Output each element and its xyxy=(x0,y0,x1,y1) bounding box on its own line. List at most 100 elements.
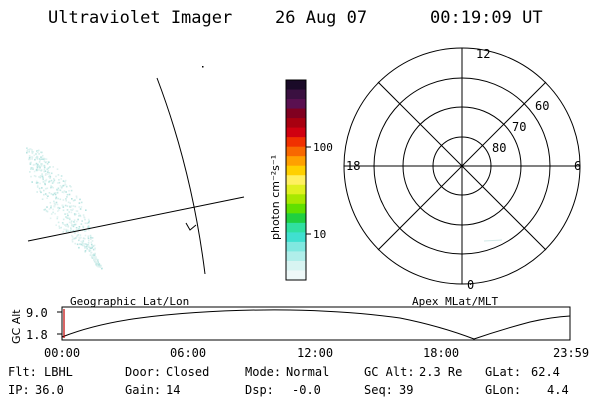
aurora-pixel xyxy=(55,175,57,178)
aurora-pixel xyxy=(44,208,47,211)
aurora-pixel xyxy=(45,173,47,175)
aurora-pixel xyxy=(55,196,58,199)
status-value-glat: 62.4 xyxy=(531,365,560,379)
aurora-pixel xyxy=(28,157,31,159)
status-key-gc-alt: GC Alt: xyxy=(364,365,415,379)
aurora-pixel xyxy=(43,165,46,167)
aurora-pixel xyxy=(67,225,69,227)
aurora-pixel xyxy=(69,206,71,208)
aurora-pixel xyxy=(29,148,32,150)
aurora-pixel xyxy=(45,178,48,181)
status-value-glon: 4.4 xyxy=(547,383,569,397)
aurora-pixel xyxy=(82,214,85,216)
aurora-pixel xyxy=(80,240,82,243)
aurora-pixel xyxy=(42,177,44,179)
aurora-pixel xyxy=(76,243,79,246)
aurora-pixel xyxy=(92,248,95,251)
aurora-pixel xyxy=(52,166,54,168)
aurora-pixel xyxy=(33,175,36,177)
aurora-pixel xyxy=(49,177,51,179)
aurora-pixel xyxy=(67,201,70,204)
aurora-pixel xyxy=(70,205,73,207)
aurora-pixel xyxy=(36,181,39,184)
aurora-pixel xyxy=(41,187,43,189)
aurora-pixel xyxy=(70,228,72,230)
mlt-label-6: 6 xyxy=(574,159,581,173)
aurora-pixel xyxy=(35,180,38,183)
aurora-pixel xyxy=(92,245,95,247)
aurora-pixel xyxy=(61,222,64,224)
aurora-pixel xyxy=(89,234,92,237)
aurora-pixel xyxy=(44,193,47,195)
observation-time: 00:19:09 UT xyxy=(430,8,543,28)
aurora-pixel xyxy=(55,196,58,198)
colorbar-cell xyxy=(286,146,306,157)
aurora-pixel xyxy=(30,168,32,170)
aurora-pixel xyxy=(57,221,60,224)
colorbar-frame xyxy=(285,79,307,281)
aurora-pixel xyxy=(66,212,69,215)
aurora-pixel xyxy=(83,216,86,219)
aurora-pixel xyxy=(32,167,34,170)
aurora-pixel xyxy=(94,256,96,258)
aurora-pixel xyxy=(46,197,48,199)
aurora-pixel xyxy=(44,183,46,186)
status-key-dsp: Dsp: xyxy=(245,383,274,397)
aurora-pixel xyxy=(93,253,95,255)
aurora-pixel xyxy=(43,168,46,171)
aurora-pixel xyxy=(58,209,60,211)
colorbar-cell xyxy=(286,194,306,205)
aurora-pixel xyxy=(62,231,65,233)
aurora-pixel xyxy=(48,192,51,194)
aurora-pixel xyxy=(57,174,60,176)
aurora-pixel xyxy=(88,220,90,222)
aurora-pixel xyxy=(57,207,59,209)
aurora-pixel xyxy=(33,154,36,157)
aurora-pixel xyxy=(69,202,71,204)
aurora-pixel xyxy=(29,163,32,165)
aurora-pixel xyxy=(71,234,73,237)
aurora-pixel xyxy=(62,206,65,208)
aurora-pixel xyxy=(61,191,64,193)
colorbar-cell xyxy=(286,260,306,272)
colorbar-cell xyxy=(286,251,306,262)
aurora-pixel xyxy=(78,237,81,240)
aurora-pixel xyxy=(29,158,31,161)
colorbar-cell xyxy=(286,165,306,176)
aurora-pixel xyxy=(47,195,49,197)
aurora-pixel xyxy=(54,193,57,196)
aurora-pixel xyxy=(47,173,49,175)
aurora-pixel xyxy=(36,158,39,160)
aurora-pixel xyxy=(80,201,83,204)
aurora-pixel xyxy=(74,214,76,216)
observation-date: 26 Aug 07 xyxy=(275,8,367,28)
aurora-pixel xyxy=(56,168,59,170)
aurora-pixel xyxy=(53,192,56,195)
aurora-pixel xyxy=(62,184,64,187)
aurora-pixel xyxy=(79,236,82,239)
aurora-pixel xyxy=(76,220,78,223)
aurora-pixel xyxy=(89,249,92,252)
aurora-pixel xyxy=(79,234,82,236)
aurora-pixel xyxy=(73,219,76,221)
aurora-pixel xyxy=(56,216,59,218)
spacecraft-nadir-marker xyxy=(185,222,197,231)
aurora-pixel xyxy=(99,265,101,267)
aurora-pixel xyxy=(56,192,59,194)
aurora-pixel xyxy=(75,195,78,198)
aurora-pixel xyxy=(77,234,80,236)
aurora-pixel xyxy=(91,237,94,239)
aurora-pixel xyxy=(54,192,57,194)
aurora-pixel xyxy=(61,204,64,207)
aurora-pixel xyxy=(65,228,67,231)
aurora-pixel xyxy=(74,242,76,245)
aurora-pixel xyxy=(42,181,45,183)
aurora-pixel xyxy=(41,154,44,157)
aurora-pixel xyxy=(80,223,83,225)
aurora-pixel xyxy=(91,245,93,247)
colorbar-cell xyxy=(286,213,306,224)
aurora-pixel xyxy=(64,204,67,207)
aurora-pixel xyxy=(39,182,41,185)
status-value-mode: Normal xyxy=(286,365,329,379)
aurora-pixel xyxy=(44,161,47,164)
